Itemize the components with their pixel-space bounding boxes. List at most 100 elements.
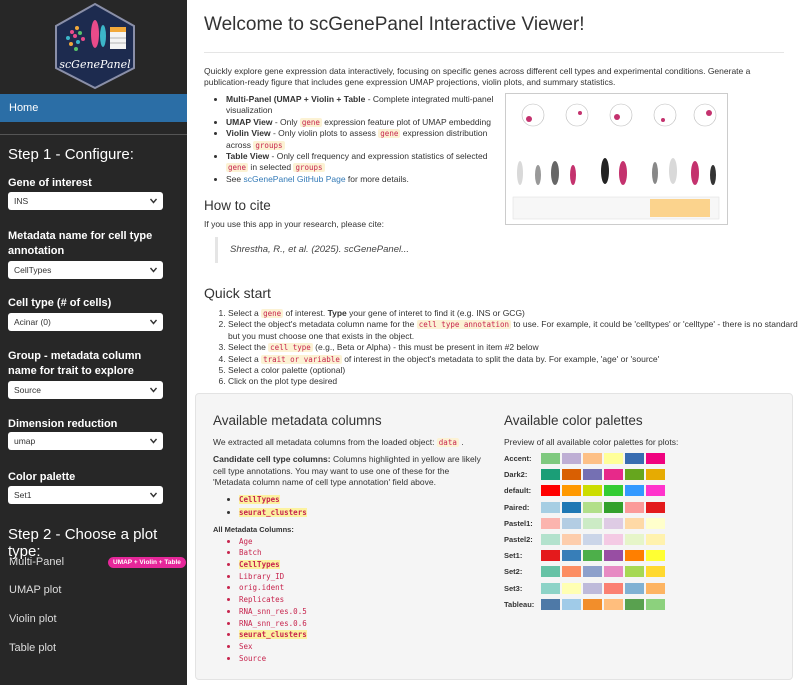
swatch [562, 501, 581, 513]
swatch [604, 598, 623, 610]
swatch [646, 453, 665, 464]
chevron [150, 387, 157, 393]
swatch [625, 550, 644, 562]
select-box[interactable]: umap [8, 432, 163, 450]
text: Select a color palette (optional) [228, 365, 346, 376]
column-name: Replicates [239, 595, 285, 605]
select-box[interactable]: Set1 [8, 486, 163, 504]
text: expression distribution across [226, 128, 488, 150]
palettes-subtitle: Preview of all available color palettes … [504, 437, 679, 447]
palette-name: Set2: [504, 567, 523, 577]
swatch [604, 485, 623, 497]
logo-art [66, 20, 126, 51]
bold-text: Multi-Panel (UMAP + Violin + Table [226, 94, 366, 104]
swatch [541, 550, 560, 562]
column-item: RNA_snn_res.0.6 [239, 618, 483, 630]
feature-item: UMAP View - Only gene expression feature… [226, 117, 508, 128]
candidate-list: CellTypes seurat_clusters [213, 493, 483, 519]
swatch [562, 469, 581, 481]
text: of interest. [283, 308, 328, 318]
swatch [625, 501, 644, 513]
nav-home[interactable]: Home [0, 94, 187, 122]
field-label: Group - metadata column name for trait t… [8, 350, 142, 377]
plot-type[interactable]: UMAP plot [9, 584, 62, 596]
code-text: trait or variable [261, 354, 342, 364]
swatch [646, 550, 665, 562]
swatch [646, 469, 665, 481]
step-item: Select a trait or variable of interest i… [228, 354, 800, 365]
text: in selected [248, 162, 294, 173]
text: Click on the plot type desired [228, 376, 338, 387]
sidebar: scGenePanel Home Step 1 - Configure: Ste… [0, 0, 187, 685]
palette-name: Set1: [504, 551, 523, 561]
text: - Only violin plots to assess [270, 128, 379, 139]
badge: UMAP + Violin + Table [108, 557, 186, 568]
swatch [541, 517, 560, 529]
swatch [604, 550, 623, 562]
swatch [646, 598, 665, 610]
code-text: gene [261, 309, 284, 318]
swatch [541, 582, 560, 594]
swatch [562, 566, 581, 578]
swatch [625, 469, 644, 481]
palette-name: Set3: [504, 583, 523, 593]
swatch [625, 534, 644, 545]
step-item: Select the cell type (e.g., Beta or Alph… [228, 342, 800, 353]
candidate-item: seurat_clusters [239, 506, 483, 519]
swatch [625, 598, 644, 610]
swatch [562, 453, 581, 464]
column-name: Sex [239, 641, 253, 651]
text: of interest in the object's metadata to … [341, 353, 660, 364]
chevron [150, 319, 157, 325]
select-box[interactable]: Source [8, 381, 163, 399]
field-label: Color palette [8, 471, 76, 483]
palettes-title: Available color palettes [504, 413, 643, 428]
feature-item: Violin View - Only violin plots to asses… [226, 128, 508, 151]
swatch [604, 517, 623, 529]
swatch [583, 501, 602, 513]
column-name: RNA_snn_res.0.6 [239, 618, 307, 628]
swatch [541, 566, 560, 578]
bold-text: Candidate cell type columns: [213, 454, 331, 465]
text: Columns highlighted in yellow are likely… [213, 454, 481, 488]
code-text: cell type [268, 343, 313, 353]
select-box[interactable]: INS [8, 192, 163, 210]
swatch [583, 469, 602, 481]
candidate-name: seurat_clusters [239, 507, 307, 517]
swatch [562, 598, 581, 610]
feature-item: Table View - Only cell frequency and exp… [226, 151, 508, 174]
code-text: groups [293, 163, 325, 173]
swatch [604, 566, 623, 578]
chevron [150, 492, 157, 498]
preview-figure [505, 93, 728, 225]
link[interactable]: scGenePanel GitHub Page [243, 173, 346, 184]
column-name: Source [239, 653, 267, 663]
candidate-name: CellTypes [239, 494, 280, 504]
swatch [625, 485, 644, 497]
column-item: Replicates [239, 594, 483, 606]
all-columns-title: All Metadata Columns: [213, 524, 294, 534]
swatch [541, 501, 560, 513]
cite-title: How to cite [204, 198, 271, 213]
select-box[interactable]: Acinar (0) [8, 313, 163, 331]
select-value: INS [14, 196, 29, 206]
step2-title: Step 2 - Choose a plot type: [8, 526, 158, 560]
swatch [541, 469, 560, 481]
plot-type[interactable]: Multi-Panel [9, 556, 65, 568]
code-text: cell type annotation [416, 320, 512, 330]
palette-name: Pastel1: [504, 518, 533, 528]
step1-title: Step 1 - Configure: [8, 146, 134, 163]
text: to use. For example, it could be 'cellty… [228, 319, 798, 341]
swatch [583, 517, 602, 529]
column-item: RNA_snn_res.0.5 [239, 606, 483, 618]
swatch [604, 453, 623, 464]
plot-type[interactable]: Violin plot [9, 613, 57, 625]
plot-type[interactable]: Table plot [9, 642, 57, 654]
select-box[interactable]: CellTypes [8, 261, 163, 279]
swatch [625, 453, 644, 464]
bold-text: Violin View [226, 128, 271, 139]
step-item: Select the object's metadata column name… [228, 319, 800, 342]
logo: scGenePanel [55, 2, 135, 90]
swatch [562, 517, 581, 529]
